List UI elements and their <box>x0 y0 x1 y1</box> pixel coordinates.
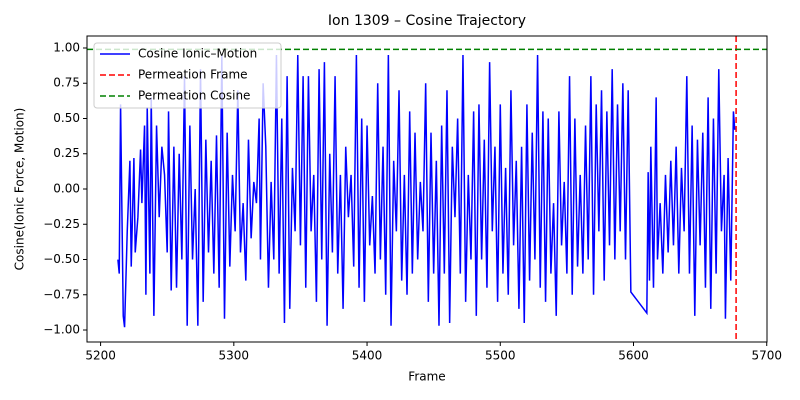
x-tick-label: 5400 <box>352 349 383 363</box>
plot-frame <box>86 35 768 343</box>
x-axis-label: Frame <box>408 370 445 384</box>
y-tick-label: 1.00 <box>53 40 80 54</box>
y-tick-label: 0.50 <box>53 111 80 125</box>
y-tick-label: −0.50 <box>43 252 80 266</box>
y-tick-label: −0.25 <box>43 217 80 231</box>
legend-label: Cosine Ionic–Motion <box>138 47 257 61</box>
chart-title: Ion 1309 – Cosine Trajectory <box>328 13 526 29</box>
legend-label: Permeation Cosine <box>138 89 250 103</box>
y-tick-label: 0.00 <box>53 182 80 196</box>
y-tick-label: −0.75 <box>43 287 80 301</box>
x-tick-label: 5200 <box>85 349 116 363</box>
x-tick-label: 5300 <box>219 349 250 363</box>
x-tick-label: 5500 <box>485 349 516 363</box>
y-axis-label: Cosine(Ionic Force, Motion) <box>13 108 27 271</box>
y-tick-label: −1.00 <box>43 323 80 337</box>
y-tick-label: 0.25 <box>53 146 80 160</box>
legend-box <box>93 42 282 109</box>
y-tick-label: 0.75 <box>53 76 80 90</box>
legend-label: Permeation Frame <box>138 68 248 82</box>
data-line <box>117 55 736 328</box>
x-tick-label: 5600 <box>618 349 649 363</box>
x-tick-label: 5700 <box>751 349 782 363</box>
